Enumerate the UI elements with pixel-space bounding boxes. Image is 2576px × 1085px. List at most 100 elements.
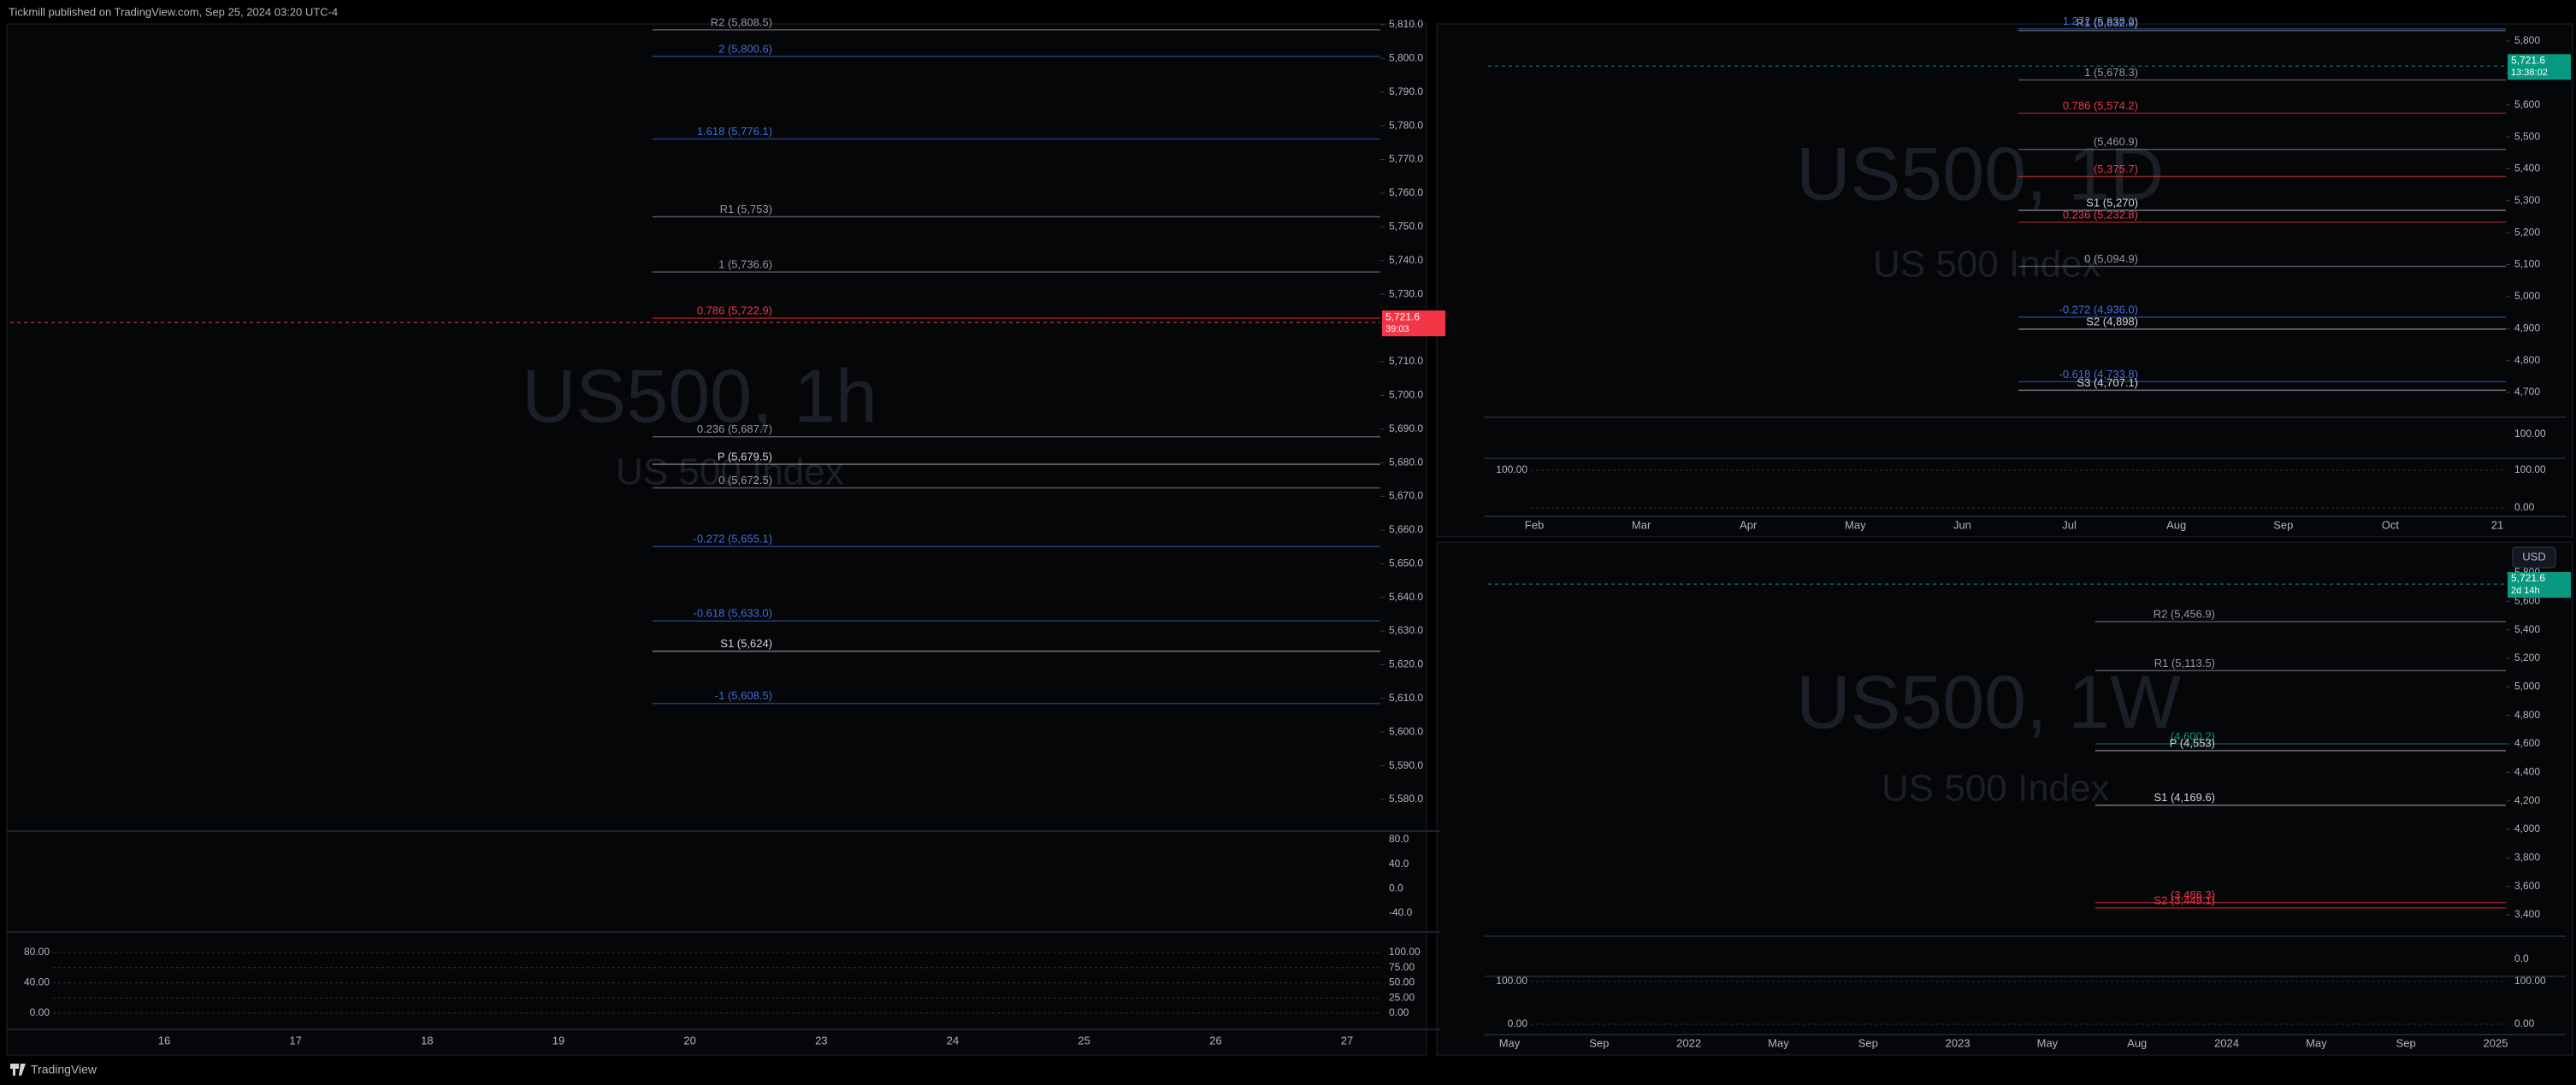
- price-axis-label: 5,780.0: [1389, 119, 1423, 131]
- price-axis-label: 5,600: [2514, 98, 2540, 110]
- oscillator-label: 0.0: [1389, 882, 1403, 894]
- oscillator-label: 25.00: [1389, 991, 1415, 1003]
- time-axis-label: May: [2306, 1036, 2327, 1049]
- price-axis-label: 5,620.0: [1389, 658, 1423, 670]
- price-axis-label: 3,400: [2514, 908, 2540, 920]
- price-tag: [2508, 572, 2571, 599]
- price-axis-label: 3,600: [2514, 880, 2540, 892]
- currency-label[interactable]: USD: [2522, 550, 2545, 563]
- time-axis-label: 27: [1341, 1034, 1353, 1047]
- watermark: US500, 1h: [522, 353, 877, 438]
- level-label: R2 (5,456.9): [2154, 608, 2215, 621]
- price-axis-label: 5,800: [2514, 34, 2540, 46]
- level-label: (5,460.9): [2094, 135, 2138, 148]
- oscillator-label: 80.00: [24, 946, 50, 958]
- currency-button[interactable]: [2512, 546, 2556, 569]
- oscillator-label: 100.00: [1496, 463, 1527, 475]
- price-axis-label: 5,100: [2514, 258, 2540, 270]
- level-label: P (4,553): [2170, 736, 2215, 749]
- oscillator-label: 100.00: [2514, 463, 2546, 475]
- panel-frame: [1436, 541, 2573, 1056]
- oscillator-label: 50.00: [1389, 976, 1415, 988]
- time-axis-label: 20: [683, 1034, 695, 1047]
- price-tag: [1382, 310, 1445, 337]
- time-axis-label: 25: [1078, 1034, 1090, 1047]
- price-axis-label: 4,600: [2514, 737, 2540, 749]
- level-label: 1 (5,736.6): [718, 258, 772, 271]
- level-label: -0.272 (5,655.1): [693, 533, 772, 545]
- price-axis-label: 5,640.0: [1389, 591, 1423, 603]
- time-axis-label: 18: [421, 1034, 433, 1047]
- level-label: 1.618 (5,776.1): [697, 125, 772, 138]
- oscillator-label: 100.00: [2514, 975, 2546, 987]
- level-label: -0.272 (4,936.0): [2059, 303, 2138, 315]
- price-axis-label: 5,590.0: [1389, 759, 1423, 771]
- level-label: -0.618 (4,733.8): [2059, 368, 2138, 380]
- price-axis-label: 4,200: [2514, 794, 2540, 806]
- level-label: R1 (5,753): [720, 203, 772, 215]
- watermark-subtitle: US 500 Index: [1882, 768, 2110, 810]
- price-axis-label: 5,400: [2514, 623, 2540, 635]
- watermark: US500, 1D: [1796, 131, 2164, 215]
- price-axis-label: 5,610.0: [1389, 692, 1423, 704]
- price-axis-label: 5,810.0: [1389, 18, 1423, 30]
- level-label: S2 (4,898): [2086, 315, 2138, 327]
- level-label: 1.272 (5,838.2): [2063, 15, 2138, 27]
- price-axis-label: 5,710.0: [1389, 355, 1423, 367]
- watermark-subtitle: US 500 Index: [1873, 244, 2101, 286]
- time-axis-label: 16: [158, 1034, 170, 1047]
- price-axis-label: 4,900: [2514, 321, 2540, 333]
- time-axis-label: Aug: [2127, 1036, 2147, 1049]
- price-axis-label: 4,700: [2514, 386, 2540, 398]
- time-axis-label: Mar: [1632, 518, 1651, 531]
- time-axis-label: Sep: [1589, 1036, 1609, 1049]
- time-axis-label: Jun: [1953, 518, 1971, 531]
- price-tag: [2508, 54, 2571, 80]
- price-axis-label: 5,680.0: [1389, 456, 1423, 468]
- time-axis-label: Oct: [2382, 518, 2400, 531]
- price-axis-label: 5,790.0: [1389, 86, 1423, 97]
- price-tag-countdown: 13:38:02: [2511, 68, 2548, 78]
- price-tag-value: 5,721.6: [1385, 310, 1420, 322]
- time-axis-label: Feb: [1525, 518, 1544, 531]
- time-axis-label: May: [2037, 1036, 2059, 1049]
- level-label: R1 (5,113.5): [2154, 657, 2215, 669]
- time-axis-label: 2025: [2484, 1036, 2508, 1049]
- oscillator-label: 75.00: [1389, 961, 1415, 973]
- price-axis-label: 5,200: [2514, 652, 2540, 663]
- price-axis-label: 5,200: [2514, 226, 2540, 238]
- price-axis-label: 5,000: [2514, 290, 2540, 302]
- level-label: 0.236 (5,232.8): [2063, 208, 2138, 221]
- price-axis-label: 5,650.0: [1389, 557, 1423, 569]
- oscillator-label: 100.00: [1389, 946, 1421, 958]
- level-label: S1 (5,624): [720, 637, 772, 650]
- time-axis-label: May: [1499, 1036, 1521, 1049]
- time-axis-label: 21: [2491, 518, 2503, 531]
- price-axis-label: 5,000: [2514, 681, 2540, 693]
- level-label: (3,486.3): [2171, 888, 2215, 901]
- level-label: 0 (5,094.9): [2084, 252, 2138, 265]
- time-axis-label: 19: [552, 1034, 564, 1047]
- oscillator-label: 0.00: [1508, 1017, 1528, 1029]
- price-axis-label: 5,730.0: [1389, 287, 1423, 299]
- watermark-subtitle: US 500 Index: [616, 451, 844, 493]
- time-axis-label: Apr: [1740, 518, 1758, 531]
- oscillator-label: 0.00: [2514, 1017, 2535, 1029]
- time-axis-label: 24: [947, 1034, 959, 1047]
- price-axis-label: 4,800: [2514, 354, 2540, 366]
- level-label: -1 (5,608.5): [715, 689, 772, 702]
- price-tag-value: 5,721.6: [2511, 54, 2545, 66]
- price-tag-countdown: 39:03: [1385, 324, 1409, 334]
- price-axis-label: 5,660.0: [1389, 523, 1423, 535]
- price-axis-label: 4,400: [2514, 766, 2540, 778]
- price-axis-label: 5,750.0: [1389, 221, 1423, 233]
- price-axis-label: 5,690.0: [1389, 422, 1423, 434]
- price-axis-label: 4,800: [2514, 709, 2540, 721]
- level-label: 0 (5,672.5): [718, 474, 772, 486]
- oscillator-label: 0.00: [30, 1006, 50, 1018]
- time-axis-label: Sep: [1858, 1036, 1878, 1049]
- price-axis-label: 5,740.0: [1389, 254, 1423, 266]
- brand: TradingView: [31, 1063, 97, 1076]
- time-axis-label: 23: [815, 1034, 827, 1047]
